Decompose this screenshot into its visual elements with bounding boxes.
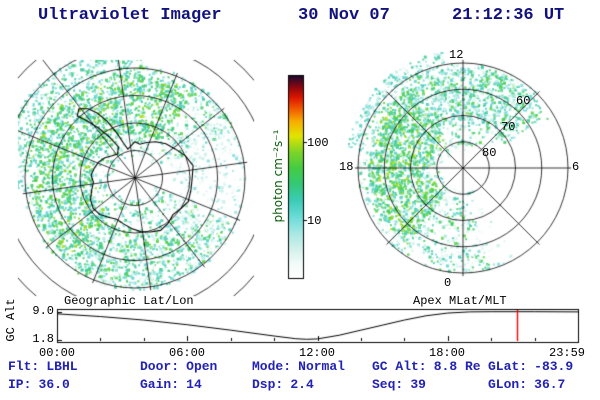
status-glon: GLon: 36.7 — [488, 377, 565, 392]
mlt-6-label: 6 — [572, 160, 580, 174]
field-value: 8.8 Re — [433, 359, 481, 374]
colorbar-tick-100: 100 — [307, 136, 329, 150]
timeline-y-axis-label: GC Alt — [4, 298, 18, 342]
field-value: 39 — [410, 377, 426, 392]
timeline-ytick-9: 9.0 — [32, 304, 54, 318]
field-label: Dsp: — [252, 377, 284, 392]
timeline-xtick-0600: 06:00 — [169, 346, 206, 360]
header-date: 30 Nov 07 — [298, 6, 390, 25]
field-label: Seq: — [372, 377, 404, 392]
field-value: Normal — [298, 359, 345, 374]
mlt-18-label: 18 — [339, 160, 354, 174]
mlat-80-label: 80 — [482, 146, 497, 160]
status-mode: Mode: Normal — [252, 359, 345, 374]
status-gc-alt: GC Alt: 8.8 Re — [372, 359, 481, 374]
mlt-0-label: 0 — [444, 276, 452, 290]
field-label: GC Alt: — [372, 359, 427, 374]
field-label: Mode: — [252, 359, 292, 374]
left-panel-title: Geographic Lat/Lon — [64, 294, 194, 308]
mlt-12-label: 12 — [449, 48, 464, 62]
status-gain: Gain: 14 — [140, 377, 202, 392]
field-value: 14 — [186, 377, 202, 392]
header-time: 21:12:36 UT — [452, 6, 565, 25]
app-title: Ultraviolet Imager — [38, 6, 222, 25]
timeline-ytick-18: 1.8 — [32, 332, 54, 346]
timeline-xtick-1800: 18:00 — [429, 346, 466, 360]
timeline-xtick-2359: 23:59 — [549, 346, 586, 360]
field-label: Gain: — [140, 377, 180, 392]
mlat-70-label: 70 — [501, 120, 516, 134]
status-flt: Flt: LBHL — [8, 359, 78, 374]
field-value: -83.9 — [534, 359, 574, 374]
status-door: Door: Open — [140, 359, 217, 374]
status-glat: GLat: -83.9 — [488, 359, 573, 374]
field-value: 36.7 — [534, 377, 566, 392]
status-seq: Seq: 39 — [372, 377, 426, 392]
field-value: Open — [186, 359, 218, 374]
field-value: LBHL — [46, 359, 78, 374]
field-label: Door: — [140, 359, 180, 374]
timeline-xtick-0000: 00:00 — [39, 346, 76, 360]
colorbar-tick-10: 10 — [307, 214, 322, 228]
timeline-xtick-1200: 12:00 — [299, 346, 336, 360]
field-label: Flt: — [8, 359, 40, 374]
field-value: 36.0 — [38, 377, 70, 392]
status-dsp: Dsp: 2.4 — [252, 377, 314, 392]
field-value: 2.4 — [290, 377, 314, 392]
mlat-60-label: 60 — [516, 94, 531, 108]
status-ip: IP: 36.0 — [8, 377, 70, 392]
field-label: GLon: — [488, 377, 528, 392]
field-label: IP: — [8, 377, 32, 392]
right-panel-title: Apex MLat/MLT — [413, 294, 507, 308]
colorbar-axis-label: photon cm⁻²s⁻¹ — [271, 129, 285, 223]
field-label: GLat: — [488, 359, 528, 374]
